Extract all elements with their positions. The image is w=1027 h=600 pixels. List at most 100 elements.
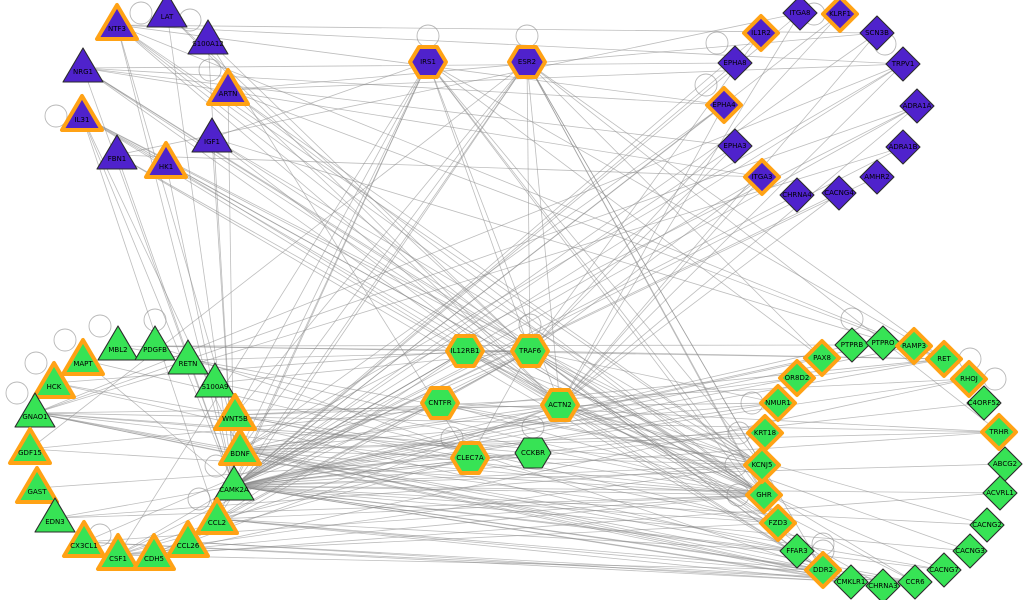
node-shape[interactable] bbox=[779, 533, 815, 569]
node-SCN3B[interactable]: SCN3B bbox=[859, 15, 895, 51]
node-shape[interactable] bbox=[213, 393, 257, 431]
node-shape[interactable] bbox=[146, 0, 188, 28]
node-shape[interactable] bbox=[166, 520, 210, 558]
node-shape[interactable] bbox=[132, 533, 176, 571]
node-shape[interactable] bbox=[980, 413, 1018, 451]
node-shape[interactable] bbox=[445, 334, 485, 368]
node-shape[interactable] bbox=[779, 177, 815, 213]
node-IL31[interactable]: IL31 bbox=[60, 94, 104, 132]
node-ITGA3[interactable]: ITGA3 bbox=[743, 158, 781, 196]
node-S100A12[interactable]: S100A12 bbox=[187, 19, 229, 55]
node-shape[interactable] bbox=[15, 466, 59, 504]
node-AMHR2[interactable]: AMHR2 bbox=[859, 159, 895, 195]
node-ITGA8[interactable]: ITGA8 bbox=[782, 0, 818, 31]
node-shape[interactable] bbox=[746, 414, 784, 452]
node-shape[interactable] bbox=[803, 339, 841, 377]
node-shape[interactable] bbox=[859, 159, 895, 195]
node-ADRA1A[interactable]: ADRA1A bbox=[899, 88, 935, 124]
node-shape[interactable] bbox=[450, 441, 490, 475]
node-shape[interactable] bbox=[865, 568, 901, 600]
node-shape[interactable] bbox=[717, 45, 753, 81]
node-shape[interactable] bbox=[952, 533, 988, 569]
node-NTF3[interactable]: NTF3 bbox=[95, 3, 139, 41]
node-ACTN2[interactable]: ACTN2 bbox=[540, 388, 580, 422]
node-shape[interactable] bbox=[969, 507, 1005, 543]
node-shape[interactable] bbox=[743, 446, 781, 484]
node-shape[interactable] bbox=[782, 0, 818, 31]
node-CACNG3[interactable]: CACNG3 bbox=[952, 533, 988, 569]
node-GAST[interactable]: GAST bbox=[15, 466, 59, 504]
node-shape[interactable] bbox=[420, 386, 460, 420]
node-shape[interactable] bbox=[408, 45, 448, 79]
node-shape[interactable] bbox=[834, 327, 870, 363]
node-shape[interactable] bbox=[191, 117, 233, 153]
node-shape[interactable] bbox=[8, 427, 52, 465]
node-shape[interactable] bbox=[34, 497, 76, 533]
node-shape[interactable] bbox=[32, 361, 76, 399]
node-shape[interactable] bbox=[510, 334, 550, 368]
node-PDGFB[interactable]: PDGFB bbox=[134, 325, 176, 361]
node-MAPT[interactable]: MAPT bbox=[61, 338, 105, 376]
node-ADRA1B[interactable]: ADRA1B bbox=[885, 129, 921, 165]
node-shape[interactable] bbox=[859, 15, 895, 51]
node-TRHR[interactable]: TRHR bbox=[980, 413, 1018, 451]
node-IGF1[interactable]: IGF1 bbox=[191, 117, 233, 153]
node-GDF15[interactable]: GDF15 bbox=[8, 427, 52, 465]
node-EPHA8[interactable]: EPHA8 bbox=[717, 45, 753, 81]
node-CSF1[interactable]: CSF1 bbox=[96, 533, 140, 571]
node-shape[interactable] bbox=[213, 465, 255, 501]
node-shape[interactable] bbox=[821, 0, 859, 33]
node-shape[interactable] bbox=[926, 552, 962, 588]
node-shape[interactable] bbox=[833, 564, 869, 600]
node-shape[interactable] bbox=[60, 94, 104, 132]
node-shape[interactable] bbox=[804, 551, 842, 589]
node-shape[interactable] bbox=[982, 475, 1018, 511]
node-shape[interactable] bbox=[14, 392, 56, 428]
node-shape[interactable] bbox=[743, 158, 781, 196]
node-shape[interactable] bbox=[134, 325, 176, 361]
node-shape[interactable] bbox=[705, 86, 743, 124]
node-ABCG2[interactable]: ABCG2 bbox=[987, 446, 1023, 482]
node-shape[interactable] bbox=[778, 359, 816, 397]
node-shape[interactable] bbox=[218, 428, 262, 466]
node-shape[interactable] bbox=[194, 362, 236, 398]
node-shape[interactable] bbox=[895, 327, 933, 365]
node-shape[interactable] bbox=[62, 47, 104, 83]
node-shape[interactable] bbox=[950, 360, 988, 398]
node-shape[interactable] bbox=[899, 88, 935, 124]
node-IL1R2[interactable]: IL1R2 bbox=[742, 14, 780, 52]
node-shape[interactable] bbox=[167, 339, 209, 375]
node-shape[interactable] bbox=[925, 340, 963, 378]
node-CNTFR[interactable]: CNTFR bbox=[420, 386, 460, 420]
node-TRAF6[interactable]: TRAF6 bbox=[510, 334, 550, 368]
node-CLEC7A[interactable]: CLEC7A bbox=[450, 441, 490, 475]
node-shape[interactable] bbox=[507, 45, 547, 79]
node-shape[interactable] bbox=[821, 175, 857, 211]
node-shape[interactable] bbox=[759, 384, 797, 422]
node-shape[interactable] bbox=[514, 437, 552, 469]
node-shape[interactable] bbox=[717, 128, 753, 164]
node-shape[interactable] bbox=[95, 3, 139, 41]
node-NRG1[interactable]: NRG1 bbox=[62, 47, 104, 83]
node-shape[interactable] bbox=[61, 338, 105, 376]
node-shape[interactable] bbox=[885, 46, 921, 82]
node-WNT5B[interactable]: WNT5B bbox=[213, 393, 257, 431]
node-shape[interactable] bbox=[62, 520, 106, 558]
node-shape[interactable] bbox=[742, 14, 780, 52]
node-shape[interactable] bbox=[96, 134, 138, 170]
node-EPHA4[interactable]: EPHA4 bbox=[705, 86, 743, 124]
node-shape[interactable] bbox=[865, 325, 901, 361]
node-shape[interactable] bbox=[987, 446, 1023, 482]
node-shape[interactable] bbox=[897, 564, 933, 600]
node-shape[interactable] bbox=[885, 129, 921, 165]
node-IL12RB1[interactable]: IL12RB1 bbox=[445, 334, 485, 368]
node-shape[interactable] bbox=[195, 497, 239, 535]
node-shape[interactable] bbox=[966, 385, 1002, 421]
node-CACNG2[interactable]: CACNG2 bbox=[969, 507, 1005, 543]
node-IRS1[interactable]: IRS1 bbox=[408, 45, 448, 79]
node-shape[interactable] bbox=[759, 504, 797, 542]
node-shape[interactable] bbox=[97, 325, 139, 361]
node-ACVRL1[interactable]: ACVRL1 bbox=[982, 475, 1018, 511]
node-shape[interactable] bbox=[187, 19, 229, 55]
